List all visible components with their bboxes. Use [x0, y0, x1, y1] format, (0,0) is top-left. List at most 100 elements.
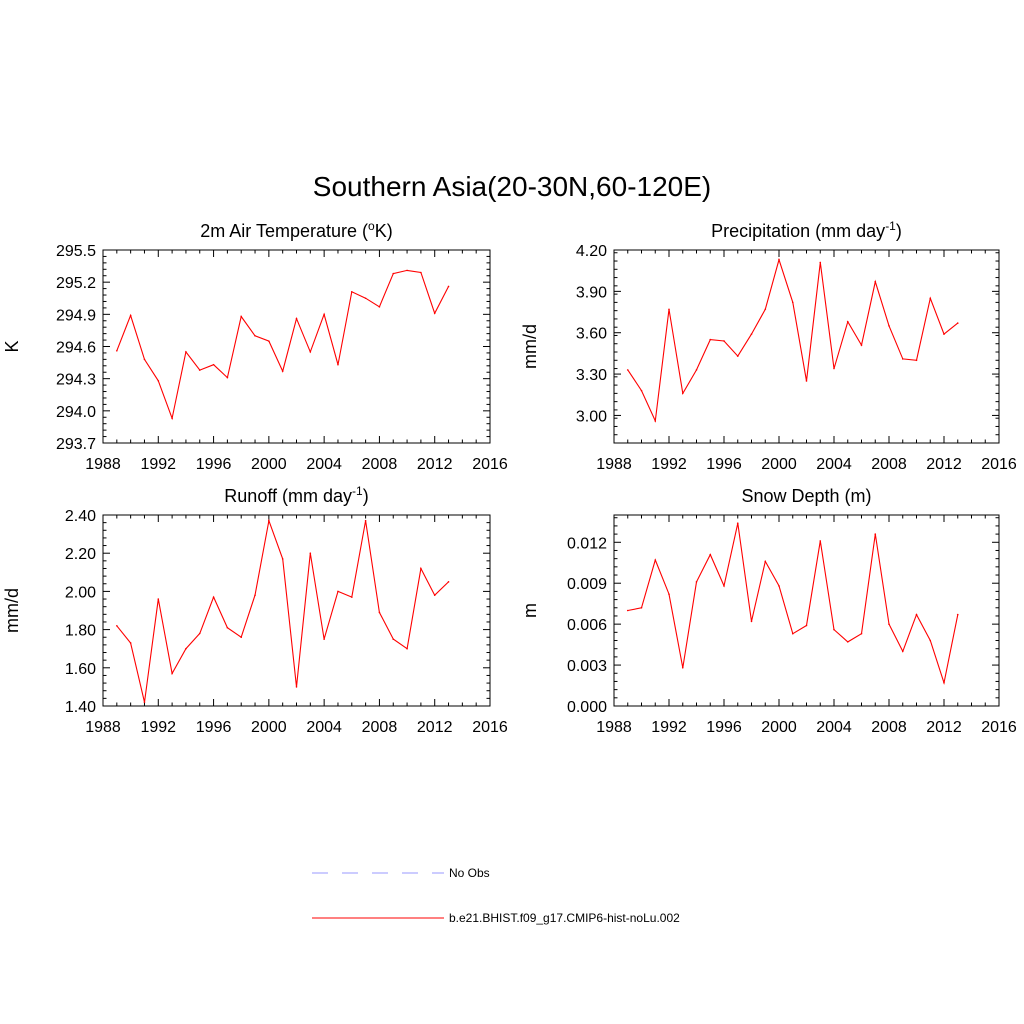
snow-depth-data-point	[888, 623, 890, 625]
snow-depth-data-point	[846, 641, 849, 643]
runoff-y-tick-label: 1.80	[65, 623, 96, 640]
temperature-y-tick-label: 294.0	[56, 404, 96, 421]
runoff-data-point	[364, 519, 367, 522]
temperature-data-point	[378, 306, 381, 308]
precipitation-x-tick-label: 2004	[816, 456, 852, 473]
temperature-plot-frame	[102, 249, 491, 444]
snow-depth-data-point	[640, 606, 643, 609]
snow-depth-data-point	[654, 559, 657, 561]
precipitation-x-tick-label: 1996	[706, 456, 742, 473]
precipitation-data-point	[626, 369, 629, 371]
snow-depth-data-point	[778, 585, 780, 587]
legend-label-model-run: b.e21.BHIST.f09_g17.CMIP6-hist-noLu.002	[449, 911, 680, 925]
precipitation-data-point	[723, 340, 725, 342]
precipitation-data-point	[764, 308, 767, 311]
snow-depth-y-tick-label: 0.009	[567, 576, 607, 593]
panel-temperature: 1988 1992 1996 2000 2004 2008 2012 2016 293.7 294…	[2, 219, 508, 473]
snow-depth-x-tick-label: 2012	[926, 719, 962, 736]
precipitation-y-tick-label: 3.30	[576, 367, 607, 384]
temperature-x-tick-label: 2016	[472, 456, 508, 473]
legend-label-no-obs: No Obs	[449, 866, 490, 880]
panels-group: 1988 1992 1996 2000 2004 2008 2012 2016 293.7 294…	[2, 219, 1017, 736]
temperature-data-point	[323, 313, 325, 316]
runoff-data-point	[226, 626, 229, 629]
snow-depth-y-tick-label: 0.003	[567, 658, 607, 675]
snow-depth-panel-title: Snow Depth (m)	[741, 486, 871, 506]
snow-depth-data-point	[805, 624, 808, 627]
temperature-y-tick-label: 294.6	[56, 340, 96, 357]
precipitation-y-tick-label: 3.60	[576, 326, 607, 343]
snow-depth-x-tick-label: 1996	[706, 719, 742, 736]
temperature-series-line	[116, 269, 449, 421]
snow-depth-y-tick-label: 0.012	[567, 535, 607, 552]
temperature-data-point	[350, 291, 353, 293]
runoff-data-point	[268, 519, 270, 522]
runoff-data-point	[143, 701, 146, 703]
temperature-data-point	[212, 363, 215, 366]
runoff-data-point	[420, 567, 422, 570]
runoff-data-point	[337, 590, 339, 593]
precipitation-panel-title: Precipitation (mm day-1)	[711, 219, 902, 241]
temperature-x-tick-label: 1992	[140, 456, 176, 473]
temperature-data-point	[129, 314, 132, 317]
temperature-data-point	[254, 334, 256, 337]
runoff-x-tick-label: 1996	[196, 719, 232, 736]
precipitation-data-point	[805, 380, 808, 382]
temperature-x-tick-label: 2004	[306, 456, 342, 473]
snow-depth-x-tick-label: 1992	[651, 719, 687, 736]
precipitation-x-tick-label: 1988	[596, 456, 632, 473]
runoff-y-tick-label: 1.60	[65, 661, 96, 678]
precipitation-data-point	[929, 297, 932, 300]
snow-depth-x-tick-label: 2016	[981, 719, 1017, 736]
runoff-x-tick-label: 2000	[251, 719, 287, 736]
temperature-x-tick-label: 2008	[362, 456, 398, 473]
runoff-x-tick-label: 2012	[417, 719, 453, 736]
snow-depth-y-tick-label: 0.006	[567, 617, 607, 634]
precipitation-data-point	[888, 325, 890, 327]
snow-depth-x-tick-label: 2004	[816, 719, 852, 736]
runoff-data-point	[309, 552, 312, 554]
snow-depth-data-point	[860, 632, 863, 635]
temperature-data-point	[171, 417, 173, 420]
runoff-y-axis-label: mm/d	[2, 588, 22, 633]
temperature-data-point	[295, 317, 298, 320]
snow-depth-data-point	[874, 533, 877, 535]
snow-depth-data-point	[956, 613, 959, 616]
precipitation-x-tick-label: 2008	[871, 456, 907, 473]
precipitation-data-point	[640, 389, 643, 392]
temperature-data-point	[309, 351, 312, 353]
precipitation-data-point	[681, 392, 684, 395]
panel-runoff: 1988 1992 1996 2000 2004 2008 2012 2016 1.40 1.60…	[2, 484, 508, 736]
precipitation-data-point	[819, 261, 822, 264]
runoff-data-point	[281, 558, 284, 560]
runoff-data-point	[129, 642, 132, 644]
snow-depth-data-point	[943, 682, 945, 684]
runoff-data-point	[171, 672, 173, 675]
temperature-x-tick-label: 2000	[251, 456, 287, 473]
temperature-data-point	[406, 269, 408, 272]
runoff-data-point	[323, 638, 325, 640]
runoff-data-point	[295, 686, 298, 688]
runoff-x-tick-label: 1988	[85, 719, 121, 736]
temperature-data-point	[143, 358, 146, 361]
precipitation-data-point	[943, 333, 945, 335]
temperature-panel-title: 2m Air Temperature (oK)	[200, 219, 392, 241]
precipitation-data-point	[778, 258, 780, 261]
temperature-data-point	[185, 351, 187, 353]
snow-depth-data-point	[791, 632, 794, 635]
runoff-data-point	[392, 638, 395, 640]
temperature-data-point	[392, 272, 395, 275]
snow-depth-x-tick-label: 2000	[761, 719, 797, 736]
runoff-y-tick-label: 2.20	[65, 546, 96, 563]
snow-depth-data-point	[723, 585, 725, 587]
temperature-x-tick-label: 2012	[417, 456, 453, 473]
snow-depth-data-point	[764, 560, 767, 563]
runoff-data-point	[198, 632, 201, 635]
temperature-y-axis-label: K	[2, 340, 22, 352]
precipitation-x-tick-label: 2016	[981, 456, 1017, 473]
temperature-x-tick-label: 1996	[196, 456, 232, 473]
runoff-data-point	[433, 594, 436, 597]
panel-snow-depth: 1988 1992 1996 2000 2004 2008 2012 2016 0.000 0.0…	[520, 486, 1017, 736]
runoff-data-point	[447, 581, 450, 583]
precipitation-series-line	[627, 257, 959, 423]
